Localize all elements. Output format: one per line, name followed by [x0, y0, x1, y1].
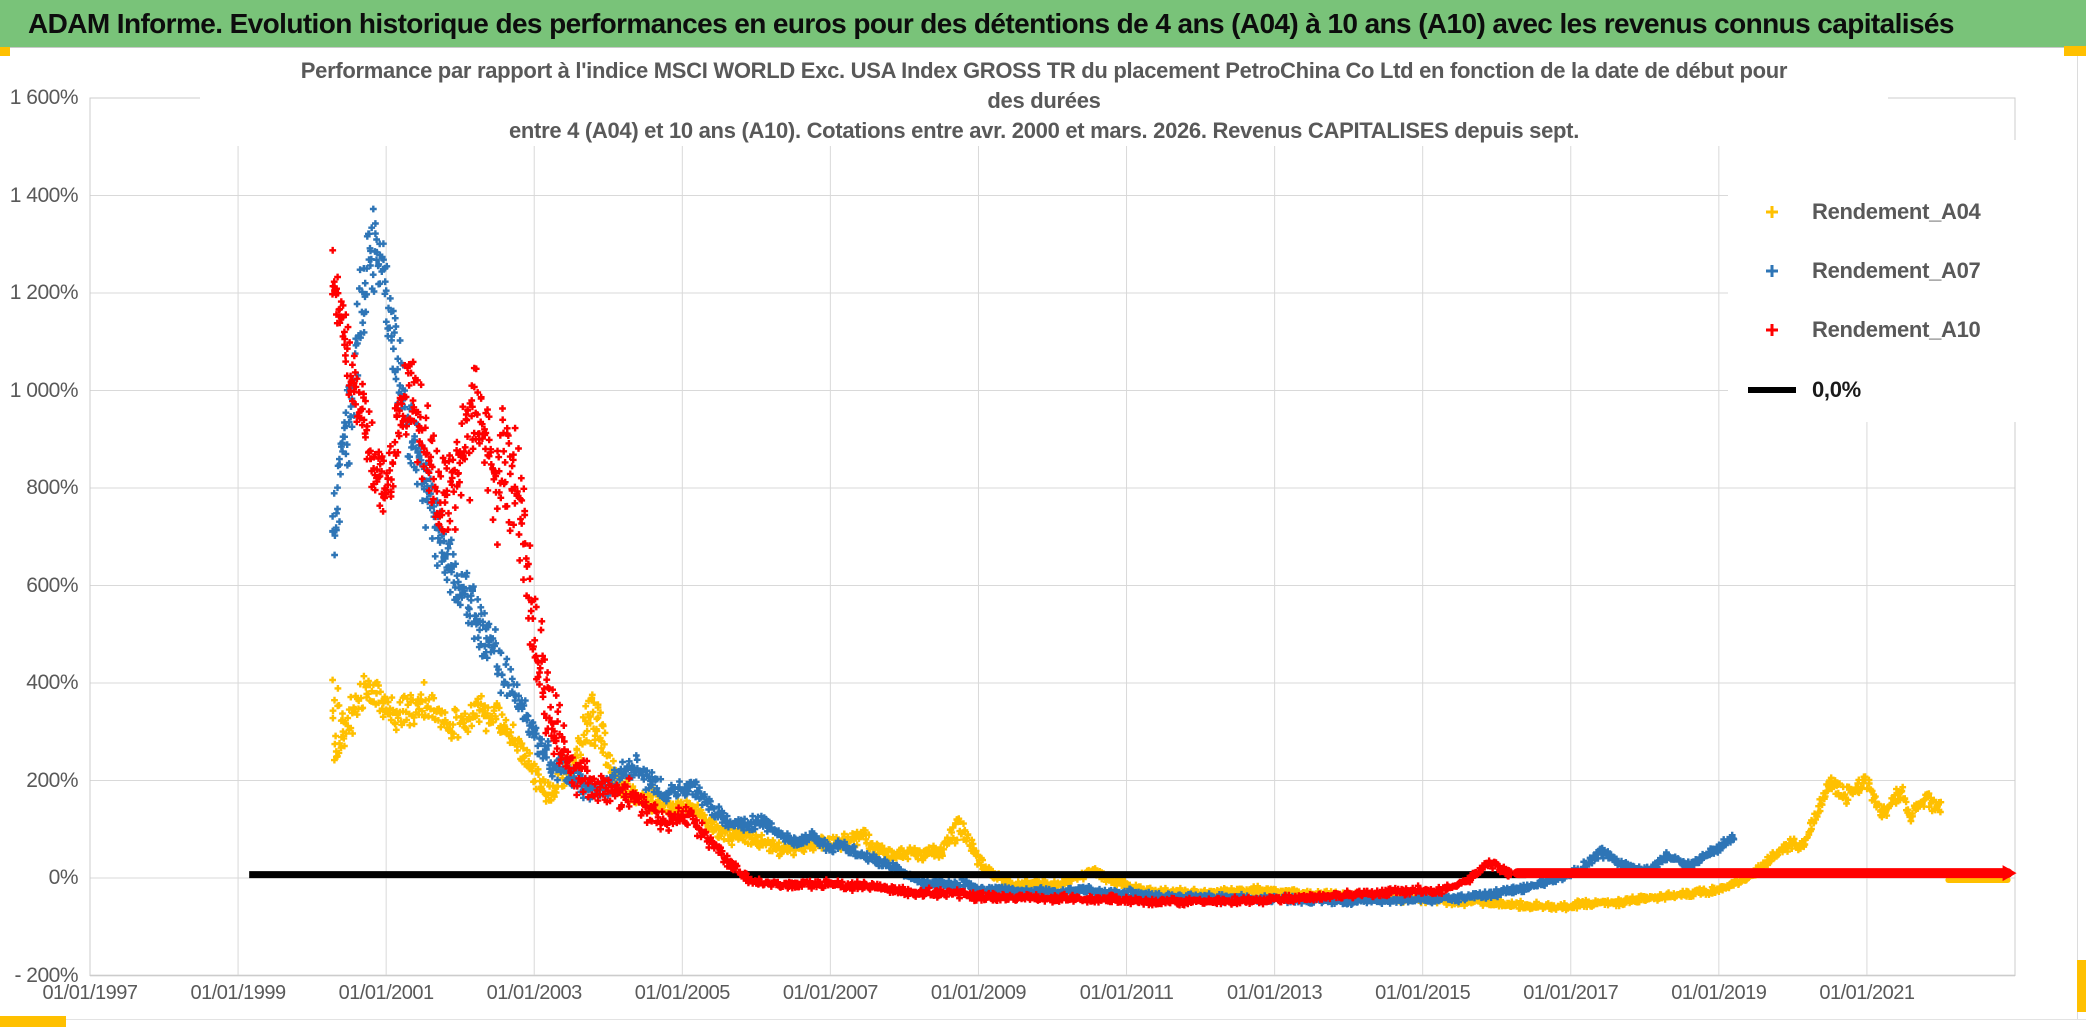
x-tick-label: 01/01/2017 — [1523, 982, 1619, 1004]
legend-item-label: Rendement_A04 — [1812, 199, 1981, 224]
y-tick-label: 1 200% — [9, 281, 79, 304]
chart-title: Performance par rapport à l'indice MSCI … — [200, 56, 1888, 146]
legend-item-0-0-[interactable]: 0,0% — [1746, 375, 1861, 405]
x-tick-label: 01/01/2015 — [1375, 982, 1471, 1004]
chart-title-line-3: entre 4 (A04) et 10 ans (A10). Cotations… — [508, 118, 1580, 143]
series-tail-arrow — [2002, 865, 2017, 882]
x-tick-label: 01/01/2009 — [930, 982, 1027, 1004]
series-rendement-a10 — [329, 246, 1515, 909]
y-tick-label: 800% — [26, 476, 78, 499]
chart-legend[interactable]: Rendement_A04 Rendement_A07 Rendement_A10 0… — [1728, 140, 2020, 422]
legend-item-rendement-a04[interactable]: Rendement_A04 — [1746, 197, 1981, 227]
banner: ADAM Informe. Evolution historique des p… — [0, 0, 2086, 47]
legend-item-label: Rendement_A10 — [1812, 317, 1981, 342]
x-tick-label: 01/01/2021 — [1819, 982, 1915, 1004]
x-tick-label: 01/01/2001 — [338, 982, 435, 1004]
legend-item-label: Rendement_A07 — [1812, 258, 1981, 283]
y-tick-label: 200% — [26, 768, 78, 792]
x-tick-label: 01/01/2011 — [1079, 982, 1174, 1004]
legend-item-label: 0,0% — [1812, 377, 1861, 402]
x-tick-label: 01/01/2019 — [1671, 982, 1767, 1004]
x-tick-label: 01/01/2003 — [486, 982, 583, 1004]
x-tick-label: 01/01/2007 — [782, 982, 879, 1004]
y-tick-label: 1 000% — [9, 378, 79, 402]
legend-plus-marker-icon — [1766, 206, 1778, 218]
slide-right-edge — [2077, 47, 2078, 1019]
legend-plus-marker-icon — [1766, 265, 1778, 277]
chart-title-line-2: des durées — [987, 88, 1101, 113]
slide-bottom-edge — [0, 1019, 2086, 1020]
y-tick-label: 1 600% — [9, 86, 79, 109]
y-tick-label: 400% — [26, 671, 78, 694]
x-tick-label: 01/01/2005 — [634, 982, 731, 1004]
y-tick-label: - 200% — [14, 963, 78, 987]
y-tick-label: 0% — [48, 866, 79, 889]
banner-title: ADAM Informe. Evolution historique des p… — [28, 7, 1954, 39]
series-rendement-a07 — [329, 205, 1738, 908]
gold-accent-top-left — [0, 47, 10, 56]
x-tick-label: 01/01/1999 — [190, 982, 287, 1004]
gold-accent-bottom-left — [0, 1016, 66, 1027]
y-tick-label: 1 400% — [9, 183, 79, 207]
legend-line-swatch — [1748, 387, 1796, 393]
legend-plus-marker-icon — [1766, 324, 1778, 336]
gold-accent-top-right — [2064, 46, 2086, 56]
y-tick-label: 600% — [26, 573, 78, 597]
x-tick-label: 01/01/2013 — [1227, 982, 1323, 1004]
legend-item-rendement-a07[interactable]: Rendement_A07 — [1746, 256, 1981, 286]
x-tick-label: 01/01/1997 — [42, 982, 138, 1004]
chart-title-line-1: Performance par rapport à l'indice MSCI … — [300, 58, 1788, 83]
gold-accent-bottom-right — [2077, 960, 2086, 1012]
legend-item-rendement-a10[interactable]: Rendement_A10 — [1746, 315, 1981, 345]
